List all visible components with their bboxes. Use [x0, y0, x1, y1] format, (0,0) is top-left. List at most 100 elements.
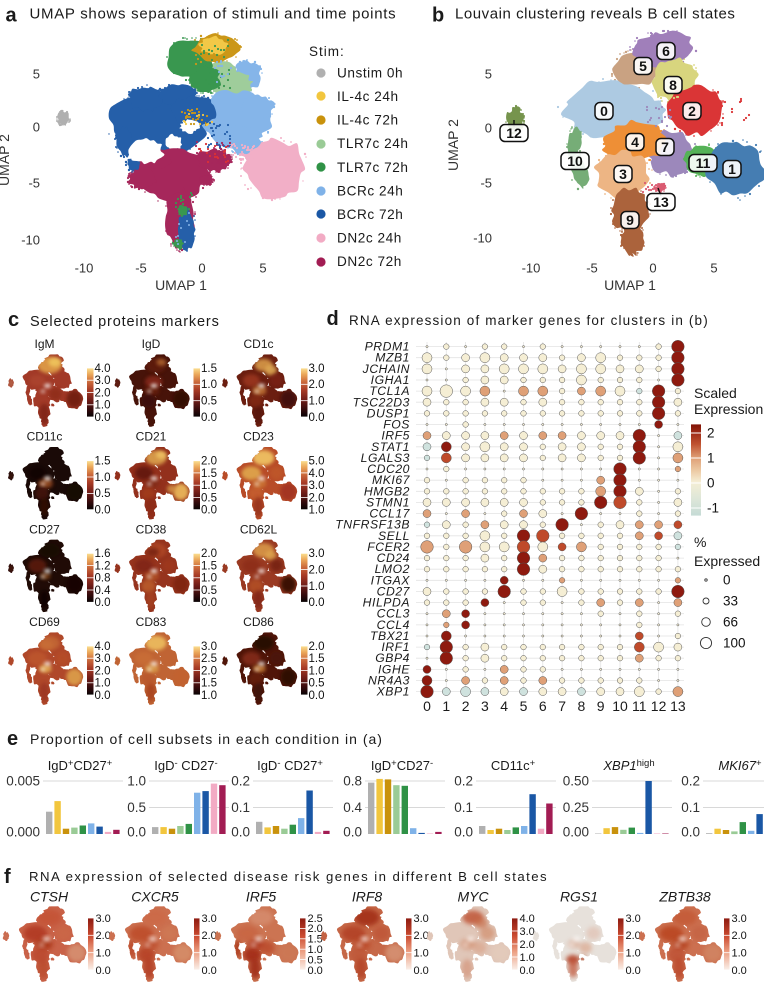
svg-text:CTSH: CTSH	[30, 889, 69, 905]
svg-text:0.50: 0.50	[563, 774, 589, 789]
svg-text:33: 33	[723, 594, 738, 609]
svg-text:CD21: CD21	[136, 430, 167, 444]
svg-text:10: 10	[567, 153, 583, 169]
svg-text:0.0: 0.0	[95, 505, 111, 517]
svg-text:UMAP shows separation of stimu: UMAP shows separation of stimuli and tim…	[30, 6, 397, 23]
svg-text:GBP4: GBP4	[375, 651, 410, 665]
svg-text:0: 0	[485, 121, 492, 136]
svg-text:1.0: 1.0	[414, 947, 429, 959]
svg-text:2.0: 2.0	[520, 939, 535, 951]
svg-text:0.4: 0.4	[95, 585, 112, 597]
svg-text:1.0: 1.0	[309, 505, 325, 517]
svg-text:CXCR5: CXCR5	[131, 889, 179, 905]
svg-text:Selected proteins markers: Selected proteins markers	[30, 314, 220, 330]
svg-text:0: 0	[423, 698, 431, 714]
svg-text:8: 8	[669, 77, 677, 93]
svg-text:BCRc 72h: BCRc 72h	[337, 207, 403, 222]
svg-text:DN2c 24h: DN2c 24h	[337, 231, 402, 246]
svg-text:11: 11	[696, 155, 711, 171]
svg-text:0: 0	[198, 261, 205, 276]
svg-text:1.0: 1.0	[309, 581, 325, 593]
svg-text:3.0: 3.0	[309, 480, 325, 492]
svg-text:a: a	[6, 5, 18, 27]
svg-text:0: 0	[649, 261, 656, 276]
svg-text:f: f	[4, 866, 11, 888]
svg-text:0.0: 0.0	[201, 412, 217, 424]
svg-text:CD24: CD24	[377, 551, 410, 565]
svg-text:MZB1: MZB1	[375, 351, 410, 365]
svg-text:4.0: 4.0	[309, 468, 325, 480]
svg-text:3.0: 3.0	[414, 913, 429, 925]
svg-text:1.0: 1.0	[95, 678, 111, 690]
svg-text:2: 2	[707, 426, 715, 441]
svg-text:JCHAIN: JCHAIN	[362, 362, 410, 376]
svg-text:3.0: 3.0	[520, 926, 535, 938]
svg-text:TLR7c 24h: TLR7c 24h	[337, 136, 408, 151]
svg-text:TLR7c 72h: TLR7c 72h	[337, 160, 408, 175]
svg-text:-5: -5	[135, 261, 147, 276]
svg-text:IGHA1: IGHA1	[371, 373, 410, 387]
svg-text:2.0: 2.0	[309, 564, 325, 576]
svg-text:5: 5	[33, 67, 40, 82]
svg-text:0.2: 0.2	[231, 774, 250, 789]
svg-text:Stim:: Stim:	[309, 44, 345, 59]
svg-text:1.0: 1.0	[201, 690, 217, 702]
svg-text:66: 66	[723, 615, 738, 630]
svg-text:CCL3: CCL3	[377, 607, 410, 621]
svg-text:FOS: FOS	[383, 418, 410, 432]
svg-text:0.25: 0.25	[563, 800, 589, 815]
svg-text:IL-4c 24h: IL-4c 24h	[337, 89, 399, 104]
svg-text:MKI67: MKI67	[372, 473, 411, 487]
svg-text:1.0: 1.0	[308, 944, 323, 956]
svg-text:0.0: 0.0	[309, 597, 325, 609]
svg-text:TNFRSF13B: TNFRSF13B	[335, 518, 410, 532]
svg-text:-10: -10	[21, 233, 40, 248]
svg-text:0: 0	[33, 120, 40, 135]
svg-text:Unstim 0h: Unstim 0h	[337, 65, 403, 80]
svg-text:3.0: 3.0	[202, 913, 217, 925]
svg-text:11: 11	[632, 698, 647, 714]
svg-text:IgD- CD27-: IgD- CD27-	[154, 758, 217, 773]
svg-text:CD23: CD23	[243, 430, 274, 444]
svg-text:0.0: 0.0	[201, 505, 217, 517]
svg-text:0: 0	[707, 476, 715, 491]
svg-text:TSC22D3: TSC22D3	[353, 395, 410, 409]
svg-text:0.0: 0.0	[127, 825, 146, 840]
svg-text:IgD+CD27+: IgD+CD27+	[48, 758, 113, 773]
svg-text:CD62L: CD62L	[240, 522, 278, 536]
svg-text:2.0: 2.0	[201, 456, 217, 468]
svg-text:1.0: 1.0	[201, 379, 217, 391]
svg-text:1.5: 1.5	[308, 934, 323, 946]
svg-text:0: 0	[723, 573, 731, 588]
svg-text:4: 4	[500, 698, 508, 714]
svg-text:0.5: 0.5	[309, 678, 325, 690]
svg-text:1.0: 1.0	[202, 947, 217, 959]
svg-text:0.2: 0.2	[681, 774, 700, 789]
svg-text:1.0: 1.0	[96, 947, 111, 959]
svg-text:0: 0	[600, 103, 608, 119]
svg-text:1.0: 1.0	[201, 573, 217, 585]
svg-text:0.0: 0.0	[95, 412, 111, 424]
svg-text:7: 7	[661, 139, 669, 155]
svg-text:1: 1	[728, 161, 736, 177]
svg-text:HILPDA: HILPDA	[363, 596, 410, 610]
svg-text:-10: -10	[473, 231, 492, 246]
svg-text:3.0: 3.0	[96, 913, 111, 925]
svg-text:13: 13	[653, 194, 669, 210]
svg-text:CD11c+: CD11c+	[491, 758, 536, 773]
svg-text:IRF5: IRF5	[246, 889, 277, 905]
svg-text:3.0: 3.0	[309, 363, 325, 375]
svg-text:LMO2: LMO2	[375, 562, 410, 576]
svg-text:-10: -10	[522, 261, 541, 276]
svg-text:3.0: 3.0	[95, 375, 111, 387]
svg-text:IgD+CD27-: IgD+CD27-	[371, 758, 433, 773]
svg-text:2.0: 2.0	[309, 492, 325, 504]
svg-text:CD38: CD38	[136, 522, 167, 536]
svg-text:Expression: Expression	[694, 401, 763, 417]
svg-text:3: 3	[619, 166, 627, 182]
svg-text:ITGAX: ITGAX	[371, 573, 411, 587]
svg-text:c: c	[8, 309, 19, 331]
svg-text:0.0: 0.0	[96, 965, 111, 977]
svg-text:0.0: 0.0	[520, 965, 535, 977]
svg-text:10: 10	[612, 698, 628, 714]
